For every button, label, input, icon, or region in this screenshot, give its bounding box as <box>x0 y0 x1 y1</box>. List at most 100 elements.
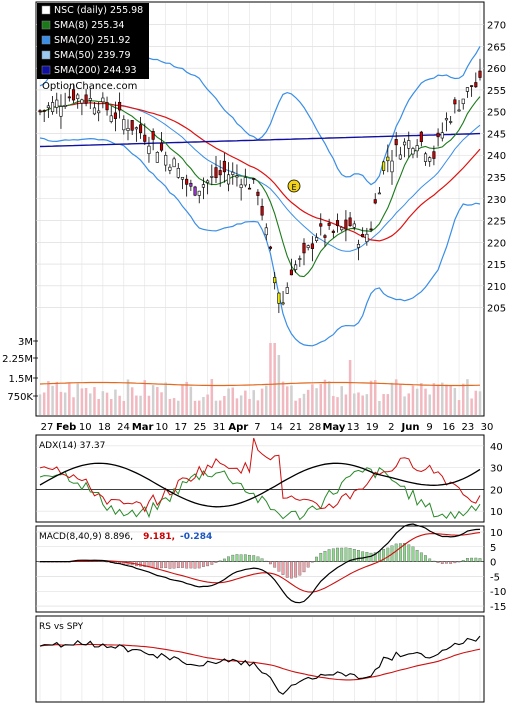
candle-body <box>38 110 42 113</box>
volume-bar <box>239 395 243 415</box>
x-tick-label: 18 <box>98 422 111 433</box>
macd-tick-label: 5 <box>490 543 496 554</box>
x-tick-label: 30 <box>481 422 494 433</box>
macd-histogram-bar <box>277 561 281 572</box>
x-tick-label: 16 <box>442 422 455 433</box>
legend-entry: SMA(8) 255.34 <box>54 20 124 31</box>
macd-value-2: -0.284 <box>180 532 212 542</box>
candle-body <box>461 98 465 105</box>
rs-lines <box>39 635 481 695</box>
macd-histogram-bar <box>398 543 402 562</box>
candle-body <box>197 190 201 196</box>
volume-bar <box>290 385 293 415</box>
price-tick-label: 230 <box>487 195 506 206</box>
price-grid <box>36 3 484 415</box>
adx-tick-label: 40 <box>490 442 503 453</box>
candle-body <box>101 97 105 103</box>
candle-body <box>214 167 218 179</box>
macd-histogram-bar <box>285 561 289 578</box>
price-indicator-lines <box>39 46 481 347</box>
volume-bar <box>89 393 92 415</box>
macd-label-text: MACD(8,40,9) 8.896, 9.181, -0.284 <box>39 532 212 542</box>
volume-bar <box>147 395 151 415</box>
candle-body <box>59 106 63 117</box>
macd-histogram-bar <box>466 558 469 562</box>
candle-body <box>268 246 273 249</box>
adx-panel-frame <box>35 434 485 523</box>
volume-bar <box>373 380 377 415</box>
candle-body <box>302 242 306 254</box>
x-tick-label: 21 <box>289 422 302 433</box>
volume-bar <box>156 387 159 415</box>
volume-bar <box>93 387 96 415</box>
candle-body <box>281 302 285 305</box>
price-tick-label: 255 <box>487 86 506 97</box>
volume-bar <box>114 389 117 415</box>
volume-bar <box>76 383 79 415</box>
macd-histogram-bar <box>424 555 427 562</box>
macd-panel: 10 5 0 -5 -10 -15 MACD(8,40,9) 8.896, 9.181, -0… <box>35 523 506 613</box>
volume-bars <box>38 343 482 415</box>
candle-body <box>189 182 193 187</box>
macd-histogram-bar <box>202 561 205 567</box>
candle-body <box>109 115 113 122</box>
volume-bar <box>340 386 343 415</box>
volume-bar <box>357 392 360 415</box>
macd-histogram-bar <box>294 561 298 578</box>
candle-body <box>71 89 76 101</box>
volume-bar <box>415 388 419 415</box>
macd-histogram-bar <box>327 549 331 562</box>
sma200-line <box>39 132 481 148</box>
adx-grid: 40 30 20 10 <box>36 442 503 518</box>
candle-body <box>235 175 239 178</box>
volume-bar <box>256 400 260 415</box>
volume-average-line <box>39 381 481 387</box>
macd-histogram-bar <box>206 561 210 567</box>
macd-histogram-bar <box>348 548 352 562</box>
legend-swatch <box>41 35 51 45</box>
candle-body <box>206 180 210 183</box>
candle-body <box>361 234 365 238</box>
macd-histogram-bar <box>231 554 235 562</box>
macd-lines <box>38 523 482 604</box>
candle-body <box>335 220 340 227</box>
volume-bar <box>281 381 285 415</box>
macd-histogram-bar <box>218 560 222 562</box>
x-tick-label: 14 <box>270 422 283 433</box>
macd-histogram-bar <box>256 556 260 562</box>
macd-histogram-bar <box>352 549 356 562</box>
macd-histogram-bar <box>151 561 155 568</box>
volume-bar <box>252 390 255 415</box>
volume-bar <box>302 393 306 415</box>
volume-bar <box>436 384 440 415</box>
macd-label: MACD(8,40,9) 8.896, <box>39 532 133 542</box>
volume-bar <box>478 391 482 415</box>
volume-bar <box>197 400 201 415</box>
legend-swatch <box>41 5 51 15</box>
price-tick-label: 225 <box>487 217 506 228</box>
price-tick-label: 205 <box>487 304 506 315</box>
adx-tick-label: 20 <box>490 485 503 496</box>
volume-bar <box>369 380 373 415</box>
candle-body <box>231 171 235 175</box>
price-tick-label: 250 <box>487 108 506 119</box>
sma8-line <box>39 96 481 278</box>
volume-bar <box>164 382 167 415</box>
volume-bar <box>394 379 398 415</box>
candle-body <box>428 157 432 162</box>
price-tick-label: 210 <box>487 282 506 293</box>
volume-bar <box>218 400 222 415</box>
candle-body <box>289 269 293 276</box>
volume-bar <box>428 394 431 415</box>
candle-body <box>440 132 444 139</box>
candle-body <box>222 160 226 173</box>
candle-body <box>457 109 461 112</box>
macd-histogram-bar <box>239 554 243 562</box>
candle-body <box>63 104 67 107</box>
macd-histogram-bar <box>155 561 159 569</box>
volume-bar <box>101 391 105 415</box>
adx-line <box>39 462 481 508</box>
volume-tick-label: 3M <box>18 337 33 348</box>
macd-tick-label: -15 <box>490 602 506 613</box>
